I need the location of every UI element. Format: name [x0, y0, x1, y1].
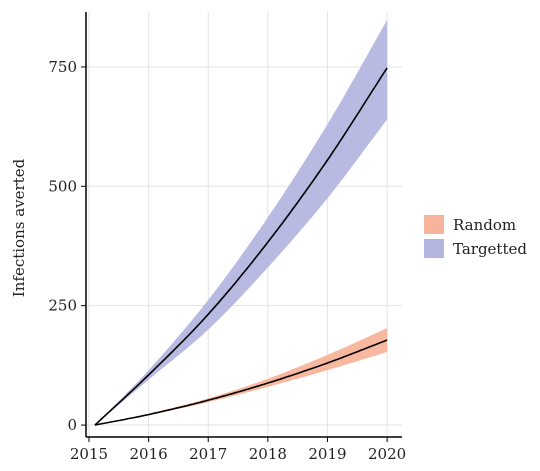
band-random	[94, 328, 388, 426]
line-targetted	[94, 67, 388, 426]
y-tick-label: 250	[48, 297, 77, 315]
x-tick-label: 2018	[249, 445, 287, 463]
x-tick-label: 2017	[189, 445, 227, 463]
legend-swatch-targetted	[424, 239, 444, 258]
x-axis-ticks: 2015 2016 2017 2018 2019 2020	[70, 437, 406, 463]
y-tick-label: 750	[48, 58, 77, 76]
y-axis-title: Infections averted	[10, 158, 28, 297]
x-tick-label: 2015	[70, 445, 108, 463]
grid	[86, 12, 402, 437]
confidence-bands	[94, 20, 388, 426]
series-lines	[94, 67, 388, 426]
y-tick-label: 0	[67, 416, 77, 434]
legend-label-random: Random	[453, 216, 516, 234]
x-tick-label: 2019	[308, 445, 346, 463]
legend-swatch-random	[424, 215, 444, 234]
axes	[85, 12, 402, 438]
y-tick-label: 500	[48, 177, 77, 195]
legend: Random Targetted	[424, 215, 527, 258]
x-tick-label: 2020	[368, 445, 406, 463]
x-tick-label: 2016	[130, 445, 168, 463]
y-axis-ticks: 0 250 500 750	[48, 58, 86, 434]
legend-label-targetted: Targetted	[453, 240, 527, 258]
line-random	[94, 339, 388, 426]
